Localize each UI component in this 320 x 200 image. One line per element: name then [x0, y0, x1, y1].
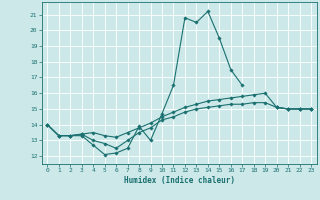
X-axis label: Humidex (Indice chaleur): Humidex (Indice chaleur) — [124, 176, 235, 185]
